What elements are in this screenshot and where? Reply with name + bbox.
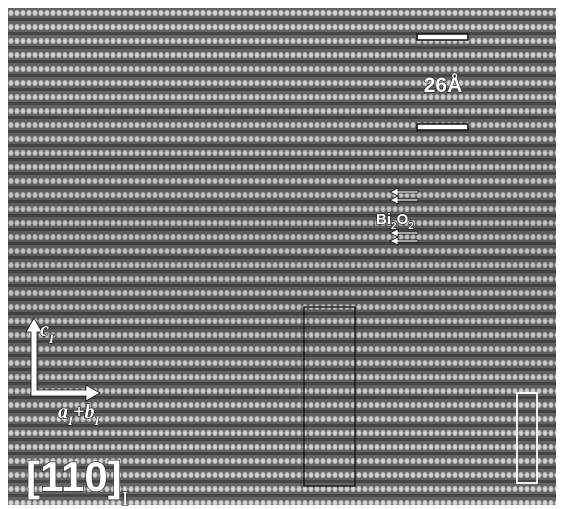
axis-symbol: +b	[73, 401, 94, 423]
zone-axis: [110]	[26, 453, 122, 500]
scale-label: 26Å	[424, 73, 463, 97]
image-shading	[8, 8, 556, 505]
axis-subscript: I	[48, 331, 55, 346]
layer-label-part: 2	[408, 221, 414, 232]
zone-axis-subscript: I	[122, 488, 129, 509]
micrograph: 26Å Bi2O2 cI aI+bI [110]I	[0, 0, 563, 509]
layer-label-part: Bi	[376, 211, 391, 228]
layer-label-part: O	[397, 211, 409, 228]
axis-symbol: c	[40, 319, 49, 341]
axis-symbol: a	[58, 401, 68, 423]
axis-subscript: I	[93, 413, 100, 428]
